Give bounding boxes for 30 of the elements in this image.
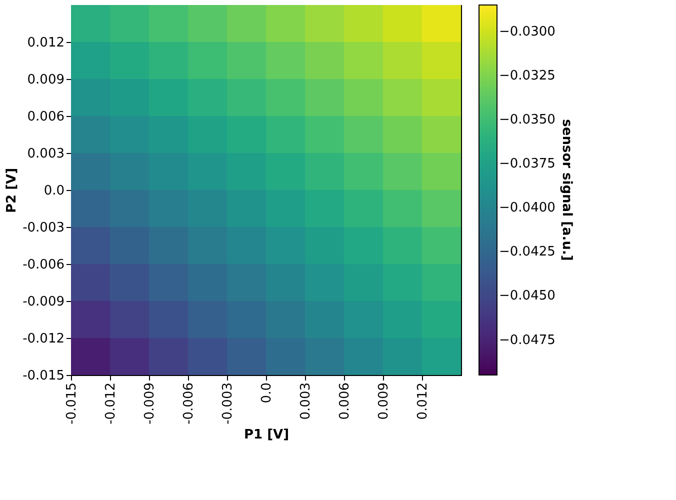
y-axis-title: P2 [V] — [4, 168, 20, 214]
x-tick-label: -0.003 — [220, 382, 236, 424]
color-bar-label: −0.0375 — [499, 156, 556, 172]
y-tick-label: 0.009 — [27, 72, 64, 88]
y-tick-label: -0.006 — [22, 258, 64, 272]
y-tick-label: -0.015 — [22, 368, 64, 384]
y-tick-label: 0.012 — [27, 36, 64, 50]
color-bar-label: −0.0300 — [499, 24, 556, 40]
color-bar-label: −0.0350 — [499, 112, 556, 128]
x-tick-label: 0.0 — [260, 382, 274, 404]
y-tick-label: 0.0 — [44, 184, 64, 198]
color-bar-label: −0.0475 — [499, 332, 556, 348]
x-tick-label: 0.009 — [376, 382, 392, 420]
y-tick-label: -0.012 — [22, 332, 64, 346]
y-tick-label: -0.003 — [22, 220, 64, 236]
x-tick-label: -0.009 — [142, 382, 158, 424]
color-bar-label: −0.0400 — [499, 200, 556, 216]
y-tick-label: 0.006 — [27, 110, 64, 124]
x-tick-label: -0.012 — [104, 382, 118, 424]
color-bar-title: sensor signal [a.u.] — [559, 119, 574, 261]
x-tick-label: 0.003 — [298, 382, 314, 420]
color-bar-label: −0.0325 — [499, 68, 556, 84]
y-tick-label: -0.009 — [22, 294, 64, 310]
x-tick-label: 0.012 — [416, 382, 430, 420]
x-tick-label: -0.006 — [182, 382, 196, 424]
color-bar-label: −0.0450 — [499, 288, 556, 304]
color-bar-label: −0.0425 — [499, 244, 556, 260]
x-tick-label: 0.006 — [338, 382, 352, 420]
x-axis-title: P1 [V] — [244, 427, 290, 442]
y-tick-label: 0.003 — [27, 146, 64, 162]
